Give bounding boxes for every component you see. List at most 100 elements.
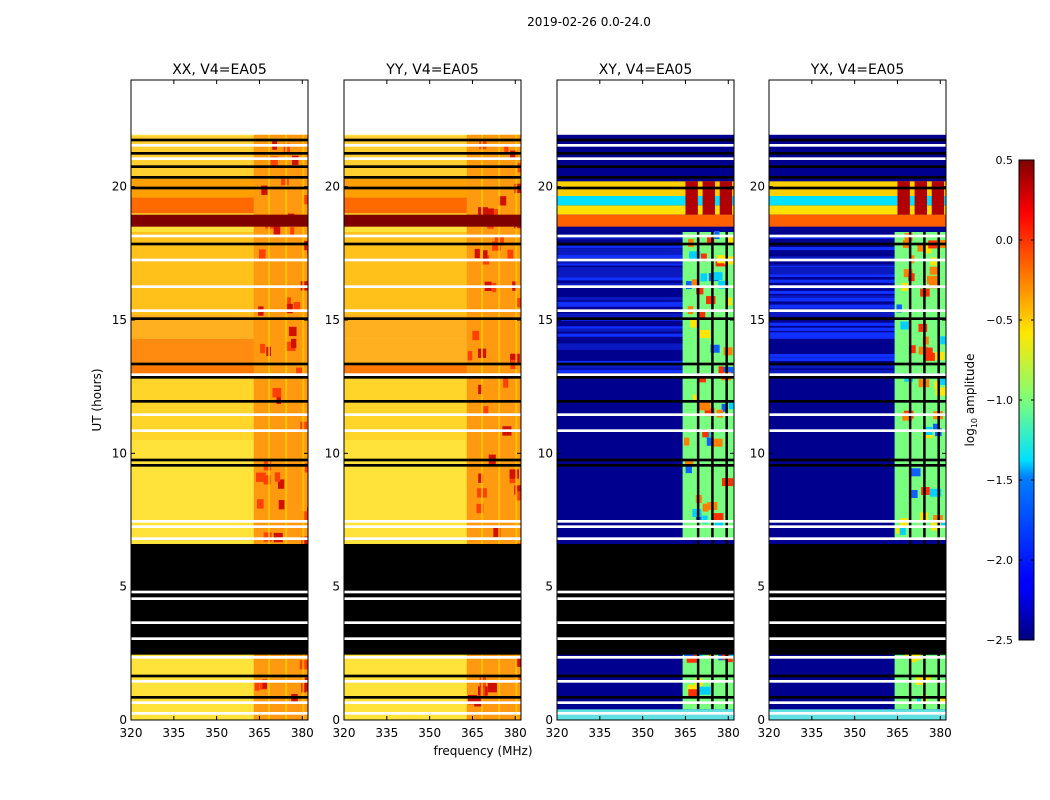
channel-line (908, 232, 912, 710)
flag-line-white (769, 525, 946, 528)
feature-spot (713, 272, 723, 281)
noise-stripe (557, 343, 734, 347)
x-tick-label: 320 (333, 726, 356, 740)
flag-line-white (769, 429, 946, 432)
rfi-spot (510, 353, 520, 364)
x-tick-label: 335 (800, 726, 823, 740)
flag-line-black (344, 458, 521, 462)
rfi-spot (263, 532, 272, 542)
noise-stripe (769, 332, 946, 336)
flag-line-white (557, 525, 734, 528)
flag-line-white (769, 413, 946, 416)
flag-line-black (769, 458, 946, 462)
rfi-spot (492, 241, 501, 251)
rfi-spot (306, 681, 308, 692)
flag-line-white (344, 285, 521, 288)
rfi-spot (285, 303, 293, 314)
feature-spot (685, 281, 692, 290)
feature-spot (723, 347, 733, 356)
feature-spot (687, 684, 700, 693)
hot-cell (914, 181, 927, 215)
noise-stripe (769, 353, 946, 358)
feature-spot (925, 347, 933, 356)
x-tick-label: 320 (546, 726, 569, 740)
feature-spot (697, 310, 706, 319)
feature-spot (725, 297, 732, 306)
feature-spot (929, 266, 939, 275)
rfi-spot (507, 249, 514, 260)
y-tick-label: 15 (325, 313, 340, 327)
rfi-band-0 (769, 214, 946, 227)
x-tick-label: 365 (248, 726, 271, 740)
flag-line-black (344, 674, 521, 678)
noise-stripe (557, 364, 734, 368)
x-axis-label: frequency (MHz) (433, 744, 532, 758)
feature-spot (903, 269, 913, 278)
flag-line-black (769, 674, 946, 678)
flag-line-white (557, 712, 734, 715)
flag-line-black (557, 458, 734, 462)
flag-line-white (344, 621, 521, 624)
flag-line-black (131, 400, 308, 403)
feature-spot (909, 345, 916, 354)
colorbar-ticks: 0.5 0.0 −0.5 −1.0 −1.5 −2.0 −2.5 (986, 154, 1034, 647)
flag-line-black (557, 138, 734, 142)
feature-spot (704, 408, 715, 417)
noise-stripe (769, 290, 946, 295)
flag-line-white (131, 157, 308, 160)
flag-line-white (557, 537, 734, 540)
flag-line-white (769, 157, 946, 160)
flag-line-black (557, 674, 734, 678)
feature-spot (940, 336, 946, 345)
noise-stripe (557, 274, 734, 278)
flag-line-black (131, 152, 308, 155)
flag-line-white (769, 597, 946, 600)
y-tick-label: 5 (332, 580, 340, 594)
feature-spot (929, 280, 941, 289)
rfi-spot (281, 175, 289, 186)
rfi-spot (293, 302, 301, 312)
flag-line-white (557, 309, 734, 312)
flag-line-white (131, 701, 308, 704)
flag-line-white (131, 590, 308, 594)
x-tick-label: 350 (843, 726, 866, 740)
feature-spot (689, 251, 701, 260)
panel-4: YX, V4=EA05 320 335 350 365 380 0 5 10 15 20 (750, 62, 952, 740)
noise-stripe (769, 327, 946, 331)
feature-spot (918, 323, 928, 332)
bright-band-0 (769, 205, 946, 215)
feature-spot (698, 402, 711, 411)
feature-spot (935, 387, 946, 396)
flag-line-black (344, 165, 521, 168)
flag-line-white (769, 637, 946, 640)
flag-line-black (557, 186, 734, 190)
feature-spot (684, 437, 690, 446)
flag-line-white (769, 701, 946, 704)
rfi-spot (274, 472, 281, 482)
flag-line-black (557, 176, 734, 179)
flag-line-white (344, 597, 521, 600)
x-tick-label: 335 (162, 726, 185, 740)
panel-frame (768, 79, 947, 721)
feature-spot (691, 279, 698, 288)
channel-line (268, 134, 271, 720)
noise-stripe (557, 260, 734, 264)
flag-line-black (557, 242, 734, 246)
bright-band-b-0 (557, 196, 734, 206)
hot-cell (719, 181, 733, 215)
flag-line-white (131, 234, 308, 238)
rfi-spot (478, 473, 484, 483)
flag-line-white (769, 621, 946, 624)
colorbar-tick-label: 0.0 (996, 234, 1014, 247)
feature-spot (701, 253, 707, 262)
flag-line-black (131, 176, 308, 179)
rfi-spot (255, 472, 266, 482)
noise-stripe (557, 267, 734, 271)
rfi-band-0 (344, 214, 521, 227)
intensity-band-0 (344, 365, 521, 376)
noise-stripe (557, 236, 734, 240)
rfi-spot (286, 341, 296, 351)
panel-frame (343, 79, 522, 721)
rfi-spot (487, 683, 497, 693)
feature-spot (714, 519, 724, 528)
